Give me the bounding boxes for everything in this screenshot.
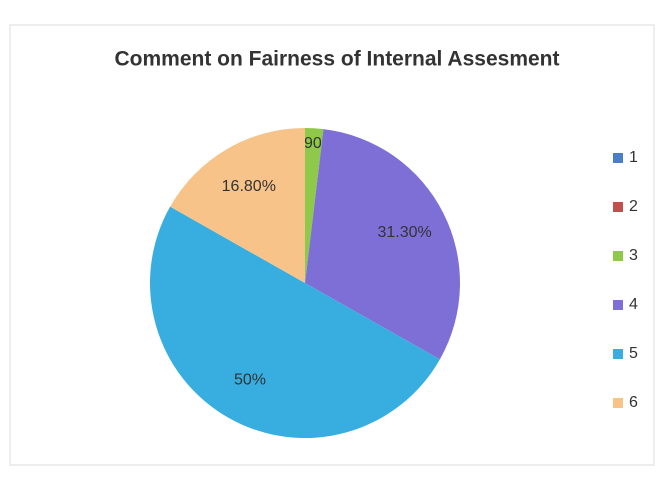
- legend-label: 6: [629, 394, 638, 411]
- data-label: 31.30%: [377, 224, 431, 241]
- data-label: 50%: [234, 371, 266, 388]
- legend-label: 4: [629, 296, 638, 313]
- legend-swatch: [613, 349, 623, 359]
- legend-label: 2: [629, 198, 638, 215]
- legend-swatch: [613, 251, 623, 261]
- legend-swatch: [613, 300, 623, 310]
- pie-slice: [305, 128, 324, 283]
- chart-title: Comment on Fairness of Internal Assesmen…: [115, 48, 560, 71]
- pie-slice: [305, 129, 460, 360]
- legend-swatch: [613, 202, 623, 212]
- legend-swatch: [613, 398, 623, 408]
- legend-label: 3: [629, 247, 638, 264]
- legend-label: 1: [629, 149, 638, 166]
- legend-swatch: [613, 153, 623, 163]
- data-label: 16.80%: [222, 178, 276, 195]
- pie-slice: [150, 206, 440, 438]
- pie-slice: [170, 127, 305, 283]
- legend-label: 5: [629, 345, 638, 362]
